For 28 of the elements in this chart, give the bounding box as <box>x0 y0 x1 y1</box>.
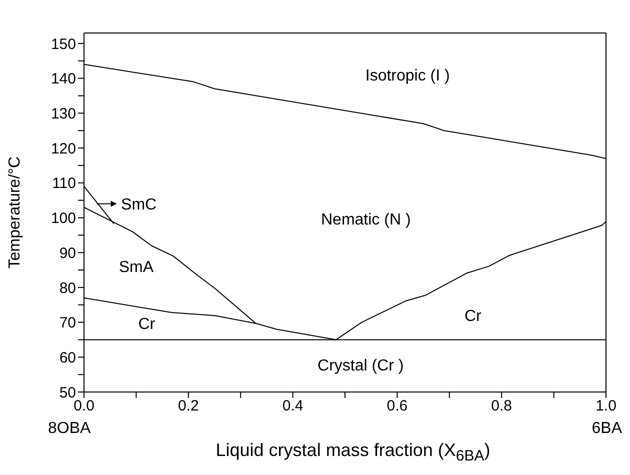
x-tick-label: 0.2 <box>178 398 199 415</box>
x-tick-label: 1.0 <box>596 398 616 415</box>
y-axis-title: Temperature/°C <box>6 156 24 269</box>
x-tick-label: 0.4 <box>282 398 304 415</box>
annotation: SmA <box>118 259 154 276</box>
y-tick-label: 110 <box>52 175 76 192</box>
x-axis-title: Liquid crystal mass fraction (X$_{6BA}$) <box>214 440 492 465</box>
x-tick-label: 0.8 <box>491 398 512 415</box>
y-tick-label: 150 <box>50 36 76 53</box>
y-tick-label: 130 <box>50 105 76 122</box>
x-tick-label: 0.0 <box>74 398 94 415</box>
y-tick-label: 80 <box>59 280 76 297</box>
text: 6BA <box>592 420 622 438</box>
annotation: Cr <box>464 308 482 325</box>
y-tick-label: 60 <box>59 349 76 366</box>
y-tick-label: 50 <box>59 384 76 402</box>
text: 8OBA <box>48 420 91 438</box>
y-tick-label: 120 <box>50 140 76 158</box>
annotation: Isotropic (I ) <box>365 68 450 85</box>
annotation: Nematic (N ) <box>320 211 411 228</box>
y-tick-label: 140 <box>50 70 76 88</box>
annotation: Crystal (Cr ) <box>318 357 404 374</box>
y-tick-label: 90 <box>59 244 76 262</box>
annotation: Cr <box>138 316 156 334</box>
y-tick-label: 100 <box>50 210 76 228</box>
y-tick-label: 70 <box>59 314 76 332</box>
annotation: SmC <box>121 196 157 214</box>
x-tick-label: 0.6 <box>386 398 408 415</box>
